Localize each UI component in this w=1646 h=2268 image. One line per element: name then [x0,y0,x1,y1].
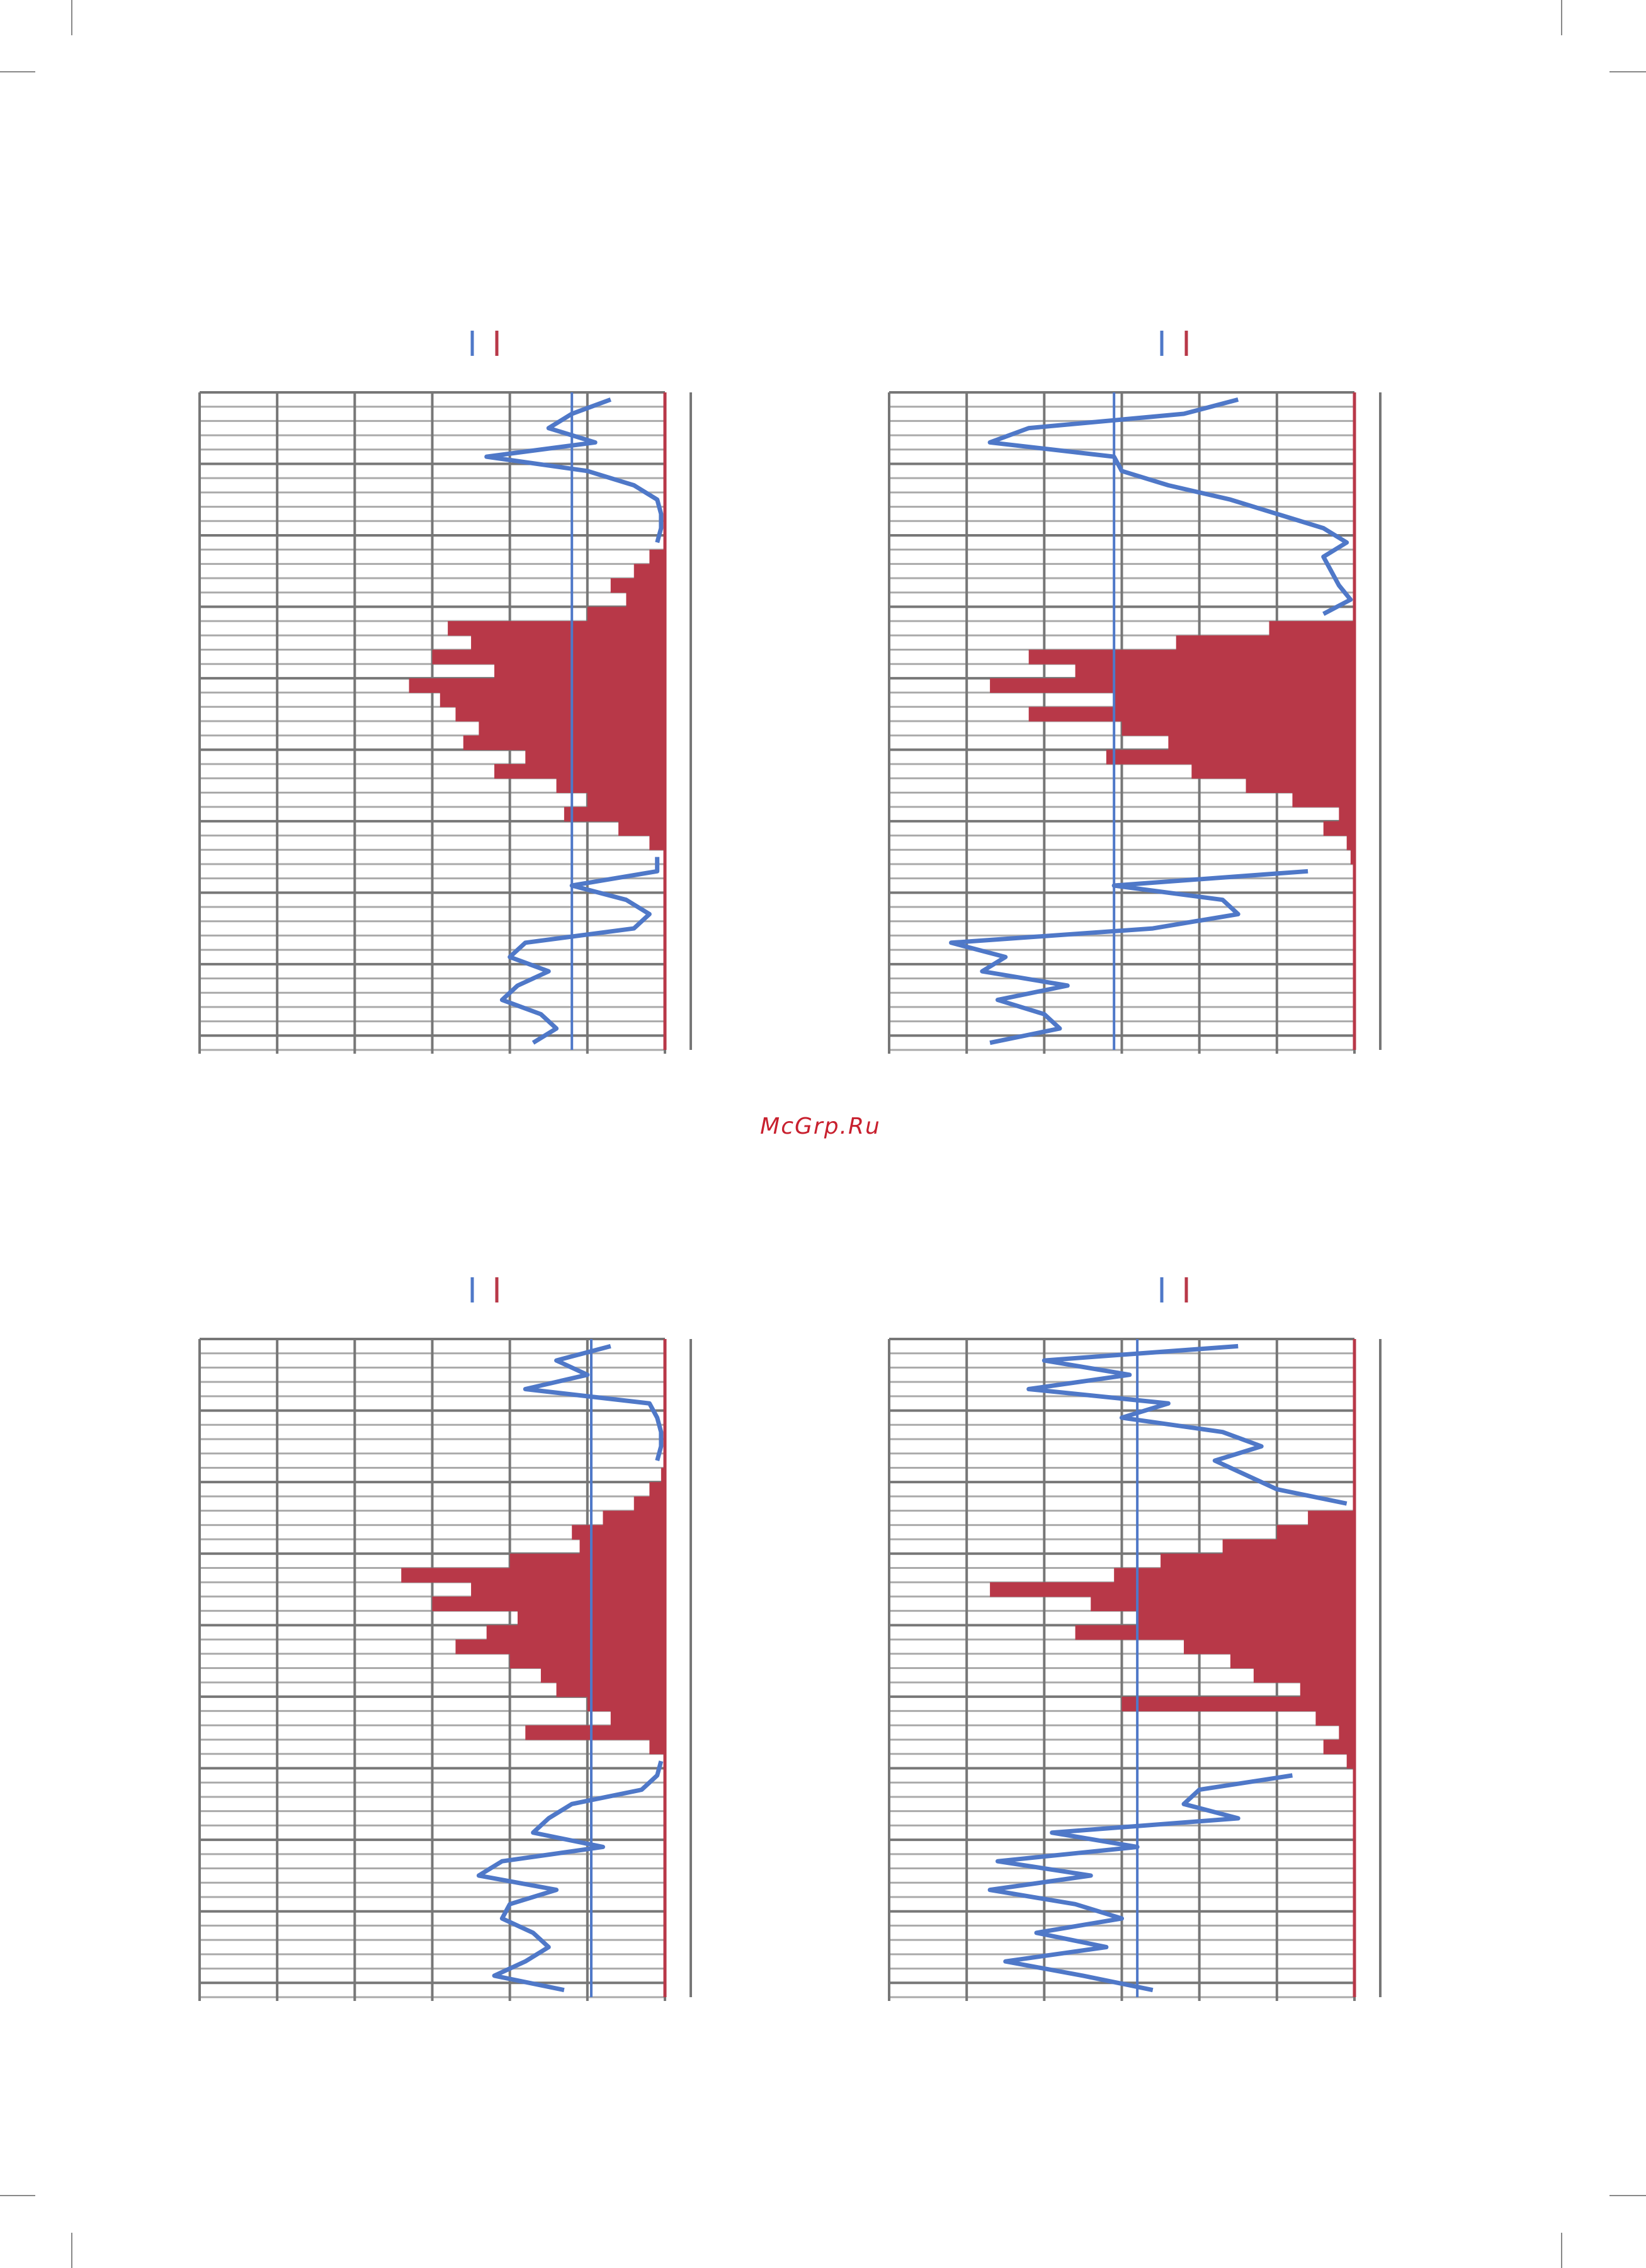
red-bar [471,635,665,651]
blue-line [987,1773,1293,1993]
red-bar [610,1711,665,1726]
red-bar [1253,1668,1354,1683]
red-bar [633,1496,665,1512]
red-bar [990,1582,1354,1597]
blue-line [949,869,1308,1046]
red-bar [626,592,665,607]
red-bar [1315,1711,1354,1726]
red-bar [463,735,665,750]
red-bar [455,707,665,722]
red-bar [401,1568,665,1583]
red-bar [1222,1539,1354,1554]
red-bar [633,564,665,579]
red-bar [1075,1625,1354,1640]
red-bar [1091,1596,1354,1612]
red-bar [1339,1725,1354,1740]
blue-line [484,397,664,544]
red-bar [525,1725,665,1740]
red-bar [1346,1753,1354,1769]
red-bar [1114,1568,1354,1583]
red-bar [572,1525,665,1540]
blue-line [1026,1343,1348,1506]
red-bar [649,1740,665,1755]
blue-line [523,1343,664,1462]
blue-line [476,1760,664,1993]
red-bar [1350,850,1354,865]
red-bar [455,1639,665,1655]
red-bar [486,1625,665,1640]
red-bar [1121,721,1354,736]
red-bar [649,1482,665,1497]
red-bar [1176,635,1354,651]
red-bar [1106,749,1354,765]
red-bar [1308,1510,1354,1525]
red-bar [603,1510,665,1525]
red-bar [1323,1740,1354,1755]
red-bar [409,678,665,693]
red-bar [618,821,665,836]
red-bar [1323,821,1354,836]
red-bar [494,764,665,779]
red-bar [587,792,665,807]
red-bar [509,1553,665,1568]
blue-line [499,857,660,1045]
red-bar [1191,764,1354,779]
red-bar [432,1596,665,1612]
red-bar [1184,1639,1354,1655]
red-bar [1114,692,1354,707]
red-bar [540,1668,665,1683]
red-bar [1075,664,1354,679]
red-bar [494,664,665,679]
red-bar [610,578,665,593]
red-bar [525,749,665,765]
blue-line [987,397,1353,616]
red-bar [1300,1682,1354,1697]
red-bar [1339,807,1354,822]
red-bar [564,807,665,822]
red-bar [1028,707,1354,722]
red-bar [432,649,665,664]
red-bar [1292,792,1354,807]
red-bar [1168,735,1354,750]
red-bar [587,607,665,622]
watermark: McGrp.Ru [760,1114,881,1139]
red-bar [990,678,1354,693]
red-bar [440,692,665,707]
red-bar [1276,1525,1354,1540]
red-bar [1137,1610,1354,1626]
red-bar [661,1467,665,1483]
red-bar [579,1539,665,1554]
red-bar [649,549,665,564]
red-bar [448,621,665,636]
red-bar [1269,621,1354,636]
red-bar [509,1653,665,1668]
red-bar [471,1582,665,1597]
red-bar [1230,1653,1354,1668]
red-bar [1246,778,1354,793]
red-bar [1028,649,1354,664]
red-bar [1121,1696,1354,1712]
red-bar [556,1682,665,1697]
red-bar [649,835,665,850]
red-bar [587,1696,665,1712]
red-bar [556,778,665,793]
red-bar [1161,1553,1354,1568]
red-bar [1346,835,1354,850]
